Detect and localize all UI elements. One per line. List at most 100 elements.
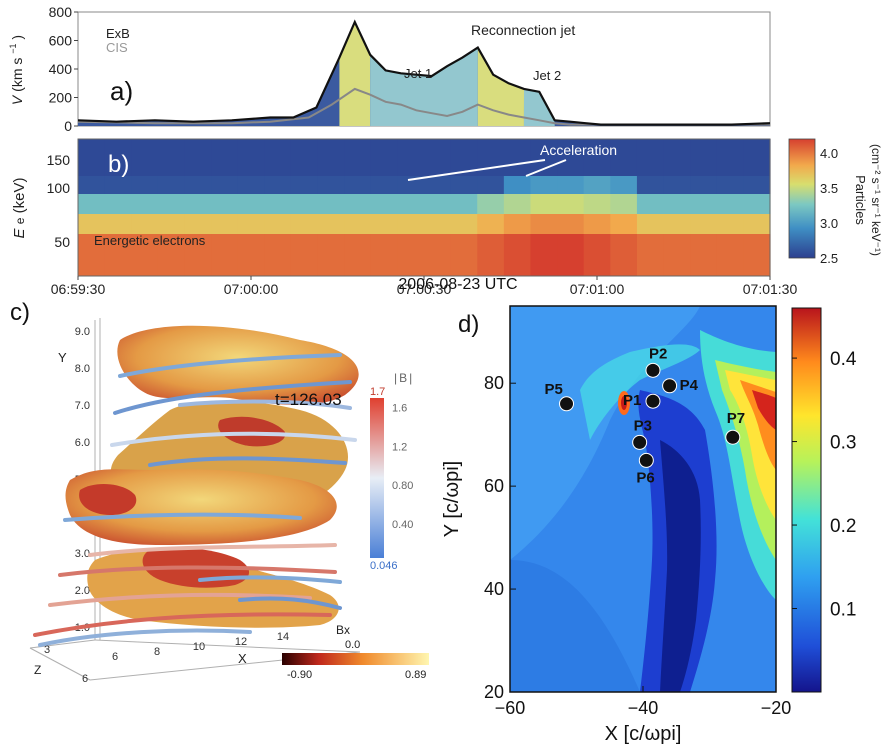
heatmap-cell bbox=[157, 214, 186, 234]
heatmap-cell bbox=[370, 234, 398, 276]
heatmap-cell bbox=[636, 176, 665, 194]
heatmap-cell bbox=[264, 214, 292, 234]
heatmap-cell bbox=[370, 194, 398, 214]
heatmap-cell bbox=[370, 139, 398, 176]
heatmap-cell bbox=[237, 214, 265, 234]
panel-a-area-fills bbox=[78, 22, 770, 126]
heatmap-cell bbox=[131, 139, 159, 176]
heatmap-cell bbox=[78, 194, 106, 214]
energetic-electrons-label: Energetic electrons bbox=[94, 233, 206, 248]
y-tick-label: 0 bbox=[64, 118, 72, 134]
bx-tick-mid: 0.0 bbox=[345, 639, 360, 651]
panel-d-letter: d) bbox=[458, 311, 479, 338]
heatmap-cell bbox=[503, 234, 532, 276]
heatmap-cell bbox=[397, 176, 425, 194]
x-tick-label: −20 bbox=[761, 698, 792, 718]
y-tick-label: 3.0 bbox=[75, 548, 90, 560]
b-colorbar-top: 1.7 bbox=[370, 386, 385, 398]
x-tick-label: 14 bbox=[277, 631, 289, 643]
heatmap-cell bbox=[583, 234, 611, 276]
heatmap-cell bbox=[424, 234, 452, 276]
heatmap-cell bbox=[716, 194, 744, 214]
heatmap-cell bbox=[424, 214, 452, 234]
heatmap-cell bbox=[450, 234, 478, 276]
y-tick-label: 400 bbox=[49, 61, 73, 77]
y-tick-label: 600 bbox=[49, 33, 73, 49]
acceleration-arrow-1 bbox=[407, 159, 546, 181]
x-tick-label: −40 bbox=[628, 698, 659, 718]
colorbar-tick-label: 2.5 bbox=[820, 251, 838, 266]
y-tick-label: 8.0 bbox=[75, 363, 90, 375]
bx-colorbar-title: Bx bbox=[336, 623, 350, 637]
panel-d-field-image bbox=[510, 306, 776, 692]
heatmap-cell bbox=[397, 234, 425, 276]
heatmap-cell bbox=[636, 214, 665, 234]
heatmap-cell bbox=[477, 194, 505, 214]
heatmap-cell bbox=[743, 176, 771, 194]
heatmap-cell bbox=[743, 214, 771, 234]
panel-c-field-lines bbox=[33, 353, 357, 647]
svg-text:V (km s −1: V (km s −1 ) bbox=[3, 35, 25, 105]
heatmap-cell bbox=[344, 139, 372, 176]
heatmap-cell bbox=[583, 139, 611, 176]
panel-b-heatmap-cells bbox=[78, 139, 771, 276]
svg-text:E e (keV): E e (keV) bbox=[11, 178, 28, 239]
b-colorbar-title: |B| bbox=[394, 371, 414, 385]
jet-1-label: Jet 1 bbox=[404, 66, 432, 81]
heatmap-cell bbox=[344, 194, 372, 214]
heatmap-cell bbox=[104, 139, 132, 176]
heatmap-cell bbox=[237, 176, 265, 194]
x-tick-label: 06:59:30 bbox=[51, 281, 106, 297]
x-tick-label: 6 bbox=[112, 651, 118, 663]
panel-b: 50 100 150 06:59:30 07:00:00 07:00:30 07:01:0… bbox=[11, 138, 883, 297]
y-label-var-e: E bbox=[11, 227, 28, 238]
panel-c-z-axis: Z bbox=[34, 663, 41, 677]
panel-a-y-ticks: 0 200 400 600 800 bbox=[49, 4, 78, 134]
colorbar-tick-label: 0.3 bbox=[830, 433, 856, 454]
heatmap-cell bbox=[663, 176, 691, 194]
heatmap-cell bbox=[450, 194, 478, 214]
probe-label-p1: P1 bbox=[623, 392, 641, 409]
b-colorbar-bottom: 0.046 bbox=[370, 560, 398, 572]
heatmap-cell bbox=[477, 139, 505, 176]
panel-b-y-ticks: 50 100 150 bbox=[47, 152, 71, 250]
heatmap-cell bbox=[317, 176, 345, 194]
y-tick-label: 200 bbox=[49, 90, 73, 106]
heatmap-cell bbox=[530, 234, 558, 276]
heatmap-cell bbox=[290, 176, 319, 194]
heatmap-cell bbox=[157, 194, 186, 214]
y-tick-label: 9.0 bbox=[75, 326, 90, 338]
exb-line bbox=[77, 19, 771, 126]
bx-tick-min: -0.90 bbox=[287, 669, 312, 681]
y-label-unit: (km s bbox=[9, 58, 25, 92]
heatmap-cell bbox=[557, 234, 585, 276]
probe-point-p6 bbox=[638, 452, 654, 468]
panel-c-letter: c) bbox=[10, 299, 30, 326]
heatmap-cell bbox=[424, 139, 452, 176]
heatmap-cell bbox=[104, 214, 132, 234]
heatmap-cell bbox=[690, 234, 718, 276]
heatmap-cell bbox=[716, 139, 744, 176]
heatmap-cell bbox=[424, 176, 452, 194]
time-axis-label: 2006-08-23 UTC bbox=[398, 276, 517, 293]
colorbar-b-title: Particles bbox=[853, 175, 868, 225]
heatmap-cell bbox=[78, 176, 106, 194]
y-label-exp: −1 bbox=[8, 43, 18, 53]
heatmap-cell bbox=[104, 234, 132, 276]
heatmap-cell bbox=[290, 214, 319, 234]
probe-point-p7 bbox=[725, 429, 741, 445]
heatmap-cell bbox=[344, 214, 372, 234]
b-colorbar-tick-label: 1.6 bbox=[392, 403, 407, 415]
heatmap-cell bbox=[530, 194, 558, 214]
probe-point-p1 bbox=[645, 393, 661, 409]
jet-segment-fill-1 bbox=[370, 47, 478, 126]
y-tick-label: 50 bbox=[54, 234, 70, 250]
heatmap-cell bbox=[636, 139, 665, 176]
heatmap-cell bbox=[344, 176, 372, 194]
probe-point-p5 bbox=[559, 396, 575, 412]
heatmap-cell bbox=[557, 214, 585, 234]
y-tick-label: 6.0 bbox=[75, 437, 90, 449]
heatmap-cell bbox=[131, 194, 159, 214]
heatmap-cell bbox=[157, 234, 186, 276]
colorbar-tick-label: 4.0 bbox=[820, 146, 838, 161]
